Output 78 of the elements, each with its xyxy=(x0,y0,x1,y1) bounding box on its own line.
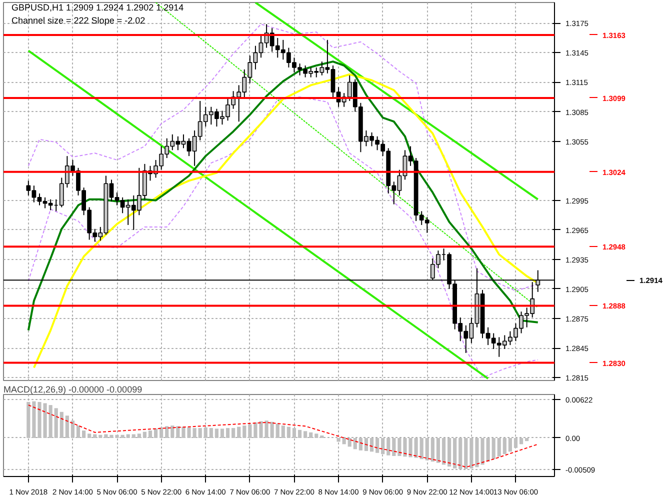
bar xyxy=(336,438,340,442)
bar xyxy=(60,412,64,438)
bar xyxy=(70,420,75,438)
bar xyxy=(154,428,158,438)
bar xyxy=(458,438,462,470)
bar xyxy=(358,438,362,450)
bar xyxy=(519,438,524,444)
bar xyxy=(98,434,102,438)
bar xyxy=(104,434,108,438)
bar xyxy=(237,426,241,438)
bar xyxy=(464,438,468,470)
chart-title: MACD(12,26,9) -0.00000 -0.00099 xyxy=(4,384,142,394)
line-series xyxy=(28,404,538,468)
bar xyxy=(26,402,30,438)
bar xyxy=(88,434,92,438)
bar xyxy=(65,416,69,438)
bar xyxy=(160,427,164,438)
bar xyxy=(132,434,136,438)
bar xyxy=(525,438,529,442)
bar xyxy=(93,434,97,438)
bar xyxy=(436,438,440,463)
bar xyxy=(420,438,424,460)
bar xyxy=(447,438,452,467)
bar xyxy=(508,438,512,452)
bar xyxy=(386,438,390,456)
bar xyxy=(309,432,313,438)
bar xyxy=(137,434,141,438)
bar xyxy=(286,426,290,438)
bar xyxy=(502,438,506,454)
bar xyxy=(381,438,385,454)
bar xyxy=(142,432,147,438)
chart-title: GBPUSD,H1 1.2909 1.2924 1.2902 1.2914 xyxy=(12,2,184,12)
bar xyxy=(348,438,352,447)
bar xyxy=(304,431,308,438)
bar xyxy=(165,426,169,438)
bar xyxy=(242,426,246,438)
bar xyxy=(209,428,213,438)
bar xyxy=(76,426,80,438)
bar xyxy=(425,438,429,460)
bar xyxy=(54,408,58,438)
bar xyxy=(298,430,302,438)
bar xyxy=(314,434,318,438)
bar xyxy=(497,438,501,457)
bar xyxy=(364,438,368,452)
bar xyxy=(430,438,434,462)
bar xyxy=(370,438,374,452)
bar xyxy=(232,428,236,438)
bar xyxy=(48,405,52,438)
line-series xyxy=(27,60,539,332)
bar xyxy=(514,438,518,448)
bar xyxy=(248,424,252,438)
bar xyxy=(398,438,402,456)
bar xyxy=(82,430,86,438)
bar xyxy=(226,428,230,438)
bar xyxy=(120,434,124,438)
bar xyxy=(292,428,296,438)
text: Channel size = 222 Slope = -2.02 xyxy=(12,16,146,26)
bar xyxy=(492,438,496,460)
bar xyxy=(375,438,380,453)
bar xyxy=(353,438,357,450)
bar xyxy=(176,426,180,438)
bar xyxy=(214,428,218,438)
bar xyxy=(126,434,130,438)
bar xyxy=(281,426,285,438)
bar xyxy=(453,438,457,468)
bar xyxy=(442,438,446,465)
bar xyxy=(342,438,346,444)
bar xyxy=(170,426,174,438)
bar xyxy=(270,422,274,438)
bar xyxy=(148,430,152,438)
bar xyxy=(204,427,208,438)
bar xyxy=(392,438,396,456)
bar xyxy=(276,424,280,438)
bar xyxy=(192,428,196,438)
bar xyxy=(198,428,202,438)
bar xyxy=(470,438,474,468)
bar xyxy=(414,438,418,458)
bar xyxy=(220,428,224,438)
